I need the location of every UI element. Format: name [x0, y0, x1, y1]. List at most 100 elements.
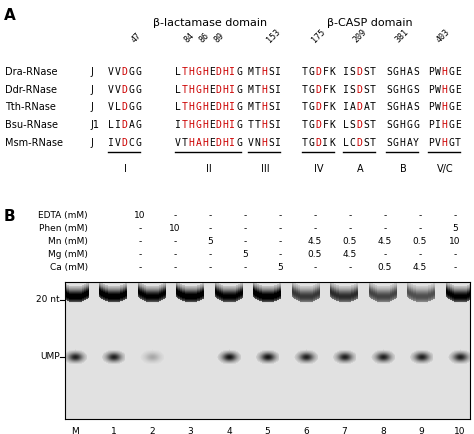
Text: E: E — [209, 102, 215, 112]
Text: S: S — [268, 67, 274, 77]
Text: P: P — [428, 138, 434, 148]
Text: F: F — [322, 102, 328, 112]
Text: 5: 5 — [452, 224, 458, 233]
Text: G: G — [236, 67, 242, 77]
Text: H: H — [262, 138, 267, 148]
Text: 0.5: 0.5 — [378, 263, 392, 273]
Text: T: T — [182, 120, 188, 130]
Text: G: G — [236, 138, 242, 148]
Text: 84: 84 — [183, 31, 196, 45]
Text: I: I — [275, 85, 281, 95]
Text: 209: 209 — [351, 28, 368, 45]
Text: 4: 4 — [226, 427, 232, 434]
Text: S: S — [364, 85, 369, 95]
Text: S: S — [413, 102, 419, 112]
Text: S: S — [350, 120, 356, 130]
Text: A: A — [4, 8, 16, 23]
Text: E: E — [455, 85, 461, 95]
Text: D: D — [122, 67, 128, 77]
Text: Mn (mM): Mn (mM) — [48, 237, 88, 247]
Text: I: I — [322, 138, 328, 148]
Text: -: - — [419, 250, 422, 260]
Text: H: H — [202, 120, 208, 130]
Text: 153: 153 — [265, 28, 282, 45]
Text: S: S — [413, 85, 419, 95]
Text: -: - — [173, 211, 177, 220]
Text: H: H — [400, 67, 405, 77]
Text: D: D — [316, 102, 321, 112]
Text: D: D — [316, 67, 321, 77]
Text: D: D — [122, 102, 128, 112]
Text: T: T — [302, 102, 308, 112]
Text: D: D — [356, 85, 363, 95]
Text: T: T — [455, 138, 461, 148]
Text: -: - — [313, 224, 317, 233]
Text: P: P — [428, 102, 434, 112]
Text: S: S — [364, 120, 369, 130]
Text: V/C: V/C — [437, 164, 453, 174]
Text: -: - — [138, 250, 142, 260]
Text: 403: 403 — [435, 28, 452, 45]
Text: H: H — [223, 85, 228, 95]
Text: I: I — [229, 120, 235, 130]
Text: H: H — [189, 67, 194, 77]
Text: D: D — [356, 102, 363, 112]
Text: F: F — [322, 67, 328, 77]
Text: M: M — [71, 427, 79, 434]
Text: D: D — [316, 120, 321, 130]
Text: L: L — [115, 102, 121, 112]
Text: -: - — [313, 211, 317, 220]
Text: G: G — [393, 67, 399, 77]
Text: S: S — [268, 85, 274, 95]
Text: E: E — [209, 138, 215, 148]
Text: N: N — [255, 138, 261, 148]
Text: F: F — [322, 120, 328, 130]
Text: Dra-RNase: Dra-RNase — [5, 67, 57, 77]
Text: H: H — [442, 67, 447, 77]
Text: -: - — [383, 250, 387, 260]
Text: G: G — [448, 85, 454, 95]
Text: S: S — [268, 102, 274, 112]
Text: Y: Y — [413, 138, 419, 148]
Text: G: G — [135, 67, 141, 77]
Text: G: G — [393, 102, 399, 112]
Text: G: G — [309, 102, 315, 112]
Text: -: - — [173, 263, 177, 273]
Text: 47: 47 — [130, 31, 144, 45]
Text: 7: 7 — [342, 427, 347, 434]
Text: 381: 381 — [393, 28, 410, 45]
Text: G: G — [135, 138, 141, 148]
Text: H: H — [223, 138, 228, 148]
Text: -: - — [419, 224, 422, 233]
Text: G: G — [413, 120, 419, 130]
Text: T: T — [370, 138, 376, 148]
Text: -: - — [243, 263, 246, 273]
Text: D: D — [122, 85, 128, 95]
Text: W: W — [435, 102, 441, 112]
Text: -: - — [138, 263, 142, 273]
Text: H: H — [202, 138, 208, 148]
Text: G: G — [236, 120, 242, 130]
Text: 5: 5 — [207, 237, 213, 247]
Text: G: G — [309, 138, 315, 148]
Text: P: P — [428, 67, 434, 77]
Text: H: H — [262, 67, 267, 77]
Text: 4.5: 4.5 — [343, 250, 357, 260]
Text: C: C — [128, 138, 134, 148]
Text: T: T — [370, 120, 376, 130]
Text: H: H — [442, 138, 447, 148]
Text: III: III — [261, 164, 269, 174]
Text: 10: 10 — [454, 427, 466, 434]
Text: M: M — [248, 102, 254, 112]
Text: C: C — [350, 138, 356, 148]
Text: -: - — [278, 237, 282, 247]
Text: A: A — [195, 138, 201, 148]
Text: I: I — [229, 85, 235, 95]
Text: S: S — [413, 67, 419, 77]
Text: H: H — [202, 85, 208, 95]
Text: D: D — [356, 138, 363, 148]
Text: I: I — [435, 120, 441, 130]
Text: 10: 10 — [169, 224, 181, 233]
Text: V: V — [115, 85, 121, 95]
Text: S: S — [364, 67, 369, 77]
